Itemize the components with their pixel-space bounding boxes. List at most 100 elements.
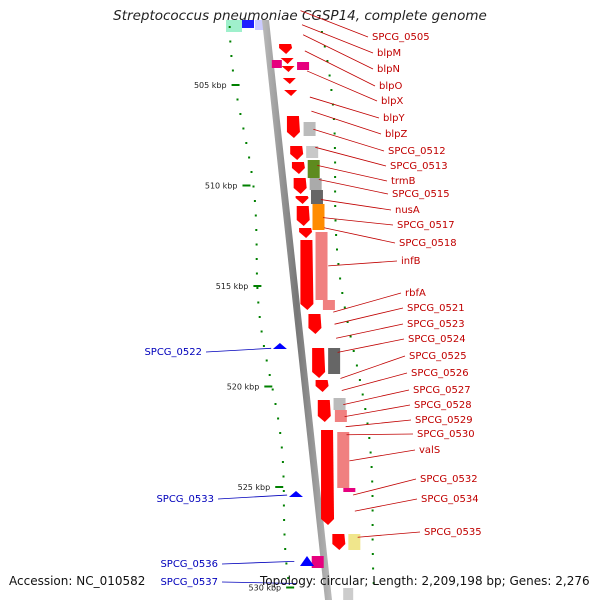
gc-dot: [333, 147, 336, 149]
gene-label-reverse: SPCG_0537: [160, 577, 218, 588]
gc-dot: [229, 40, 232, 43]
gc-dot: [333, 132, 336, 135]
gene-label-forward: SPCG_0525: [409, 351, 467, 362]
gene-annotation-block: [297, 62, 310, 70]
gc-dot: [369, 451, 372, 454]
label-leader: [334, 307, 404, 325]
gc-dot: [257, 301, 260, 304]
gene-label-forward: nusA: [395, 205, 420, 216]
gene-label-forward: blpZ: [385, 129, 407, 140]
ruler-tick-label: 520 kbp: [227, 383, 260, 392]
gc-dot: [274, 403, 277, 405]
gc-dot: [336, 248, 338, 251]
gc-dot: [260, 330, 263, 333]
ruler-tick-label: 530 kbp: [249, 584, 282, 593]
gc-dot: [277, 417, 280, 420]
label-leader: [221, 581, 297, 584]
gene-annotation-block: [271, 60, 282, 68]
gc-dot: [268, 374, 271, 376]
label-leader: [349, 449, 416, 462]
gene-label-forward: valS: [419, 445, 440, 456]
gc-dot: [372, 567, 375, 570]
reverse-gene-arrow: [288, 491, 303, 497]
gc-dot: [282, 475, 285, 478]
gc-dot: [239, 113, 242, 115]
gc-dot: [343, 306, 346, 309]
gene-label-forward: SPCG_0535: [424, 527, 482, 538]
gc-dot: [255, 258, 258, 260]
ruler-tick-label: 505 kbp: [194, 81, 227, 90]
gene-label-forward: rbfA: [405, 288, 426, 299]
gc-dot: [284, 548, 287, 550]
gene-arrow: [332, 534, 346, 550]
gene-label-forward: SPCG_0529: [415, 415, 473, 426]
label-leader: [320, 199, 392, 211]
gc-dot: [231, 69, 234, 72]
gene-label-forward: SPCG_0528: [414, 400, 472, 411]
accession-text: Accession: NC_010582: [9, 574, 146, 588]
label-leader: [311, 110, 382, 135]
label-leader: [345, 419, 412, 428]
label-leader: [304, 50, 376, 87]
gc-dot: [334, 205, 337, 207]
gc-dot: [265, 359, 268, 362]
label-leaders: [205, 10, 421, 584]
gene-label-forward: SPCG_0527: [413, 385, 471, 396]
gc-dot: [372, 582, 375, 584]
gene-annotation-block: [348, 534, 361, 550]
gc-dot: [255, 229, 258, 231]
gene-arrow: [315, 380, 329, 392]
ruler-ticks: 505 kbp 510 kbp 515 kbp 520 kbp 525 kbp 530 k…: [194, 81, 295, 593]
gc-dot: [339, 277, 342, 280]
gene-arrow: [282, 78, 296, 84]
gene-label-reverse: SPCG_0522: [144, 347, 202, 358]
gc-dot: [346, 321, 349, 323]
gc-dot: [248, 156, 251, 159]
gc-dot: [371, 509, 374, 512]
label-leader: [323, 227, 396, 244]
gene-annotation-block: [343, 488, 356, 492]
gene-arrow: [312, 348, 326, 378]
label-leader: [317, 165, 388, 182]
gc-dot: [368, 437, 371, 439]
gene-label-forward: blpM: [377, 48, 401, 59]
gene-arrow: [281, 66, 295, 72]
gene-arrow: [293, 178, 307, 194]
label-leader: [306, 70, 378, 102]
gc-dot: [331, 103, 334, 106]
gene-label-forward: SPCG_0513: [390, 161, 448, 172]
gene-label-forward: blpO: [379, 81, 402, 92]
gc-dot: [258, 316, 261, 318]
gc-dot: [366, 422, 369, 425]
label-leader: [335, 323, 404, 339]
gene-arrow: [300, 240, 314, 310]
gene-annotation-block: [315, 232, 328, 300]
gene-arrow: [317, 400, 331, 422]
gene-annotation-block: [311, 556, 324, 568]
label-leader: [205, 347, 272, 353]
label-leader: [353, 478, 417, 496]
gc-dot: [256, 287, 259, 289]
gc-dot: [328, 74, 331, 77]
partial-feature-top-3: [255, 20, 265, 30]
gc-dot: [281, 461, 284, 463]
label-leader: [333, 292, 402, 313]
gc-dot: [334, 190, 337, 193]
label-leader: [322, 217, 394, 226]
gene-label-forward: infB: [401, 256, 421, 267]
genome-backbone: [262, 20, 332, 600]
label-leader: [301, 24, 374, 54]
gene-arrow: [279, 44, 293, 54]
gene-arrow: [295, 196, 309, 204]
gene-annotation-block: [343, 588, 354, 600]
gene-label-forward: SPCG_0523: [407, 319, 465, 330]
gc-dot: [282, 490, 285, 492]
gene-arrow: [299, 228, 313, 238]
gene-arrow: [284, 90, 298, 96]
gene-arrow: [286, 116, 300, 138]
gc-dot: [337, 263, 340, 265]
gene-arrow: [308, 314, 322, 334]
label-leader: [315, 146, 387, 167]
gc-dot: [341, 292, 344, 294]
gene-annotation-block: [306, 146, 319, 158]
